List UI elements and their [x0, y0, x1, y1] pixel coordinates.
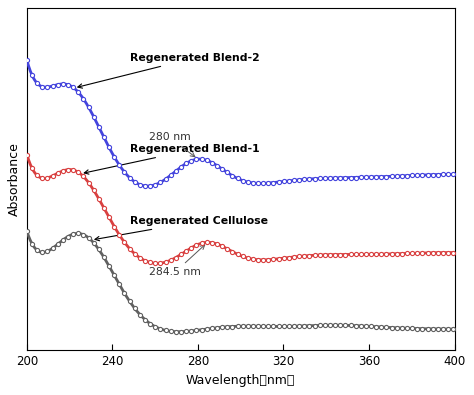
Text: Regenerated Cellulose: Regenerated Cellulose — [95, 216, 267, 241]
Text: 284.5 nm: 284.5 nm — [149, 245, 205, 277]
Text: 280 nm: 280 nm — [149, 132, 195, 157]
X-axis label: Wavelength（nm）: Wavelength（nm） — [186, 374, 295, 387]
Text: Regenerated Blend-1: Regenerated Blend-1 — [84, 144, 259, 174]
Text: Regenerated Blend-2: Regenerated Blend-2 — [78, 53, 259, 88]
Y-axis label: Absorbance: Absorbance — [9, 142, 21, 216]
